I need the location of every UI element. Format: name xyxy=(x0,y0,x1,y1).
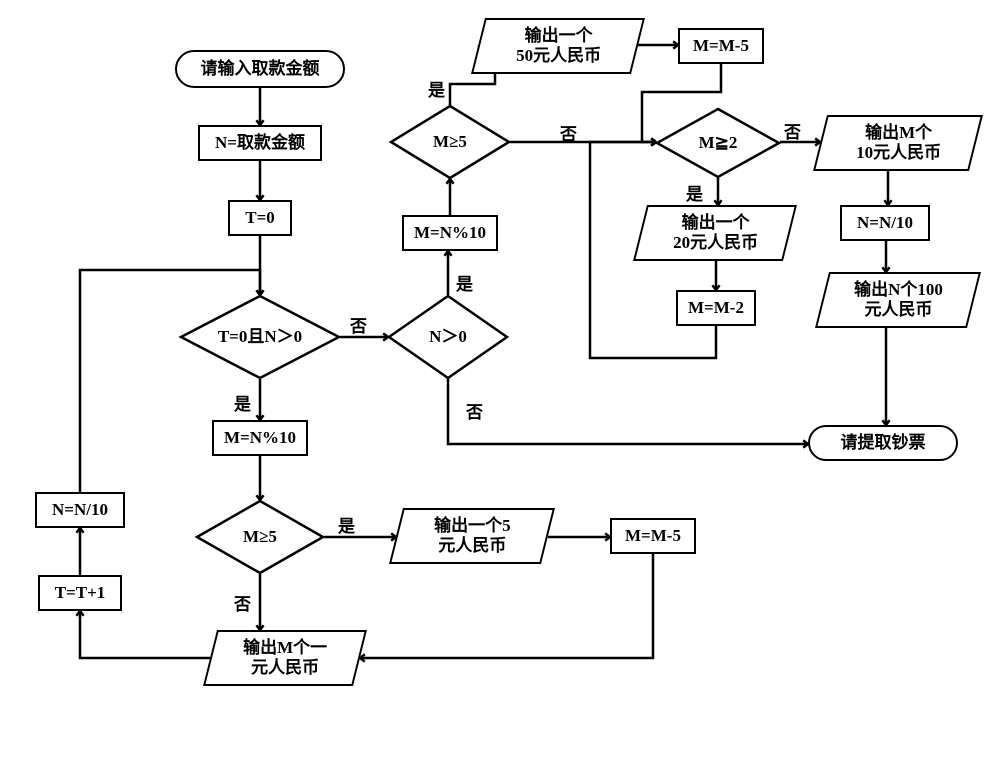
node-io50: 输出一个 50元人民币 xyxy=(471,18,645,74)
node-tpp: T=T+1 xyxy=(38,575,122,611)
edge-label-9: 否 xyxy=(234,590,251,615)
edge-label-5: 是 xyxy=(234,390,251,415)
node-mm5b: M=M-5 xyxy=(610,518,696,554)
edge-label-7: 否 xyxy=(466,398,483,423)
node-io20: 输出一个 20元人民币 xyxy=(633,205,797,261)
node-n_assign: N=取款金额 xyxy=(198,125,322,161)
node-d4: M≥5 xyxy=(390,105,510,179)
node-d5: M≧2 xyxy=(656,108,780,178)
edge-10 xyxy=(80,611,210,658)
node-m2: M=N%10 xyxy=(402,215,498,251)
edge-13 xyxy=(448,379,808,444)
node-io1: 输出M个一 元人民币 xyxy=(203,630,367,686)
node-nd10b: N=N/10 xyxy=(840,205,930,241)
node-end: 请提取钞票 xyxy=(808,425,958,461)
edge-8 xyxy=(360,554,653,658)
node-m1: M=N%10 xyxy=(212,420,308,456)
node-nd10a: N=N/10 xyxy=(35,492,125,528)
edge-label-0: 是 xyxy=(428,76,445,101)
node-ioM10: 输出M个 10元人民币 xyxy=(813,115,983,171)
edge-label-3: 否 xyxy=(784,118,801,143)
edge-label-8: 是 xyxy=(338,512,355,537)
node-d2: N＞0 xyxy=(388,295,508,379)
node-t0: T=0 xyxy=(228,200,292,236)
edge-label-6: 是 xyxy=(456,270,473,295)
node-d3: M≥5 xyxy=(196,500,324,574)
node-mm2: M=M-2 xyxy=(676,290,756,326)
edge-label-4: 否 xyxy=(350,312,367,337)
node-mm5a: M=M-5 xyxy=(678,28,764,64)
edge-label-1: 否 xyxy=(560,120,577,145)
edge-label-2: 是 xyxy=(686,180,703,205)
node-io5: 输出一个5 元人民币 xyxy=(389,508,555,564)
node-start: 请输入取款金额 xyxy=(175,50,345,88)
node-ioN100: 输出N个100 元人民币 xyxy=(815,272,981,328)
node-d1: T=0且N＞0 xyxy=(180,295,340,379)
